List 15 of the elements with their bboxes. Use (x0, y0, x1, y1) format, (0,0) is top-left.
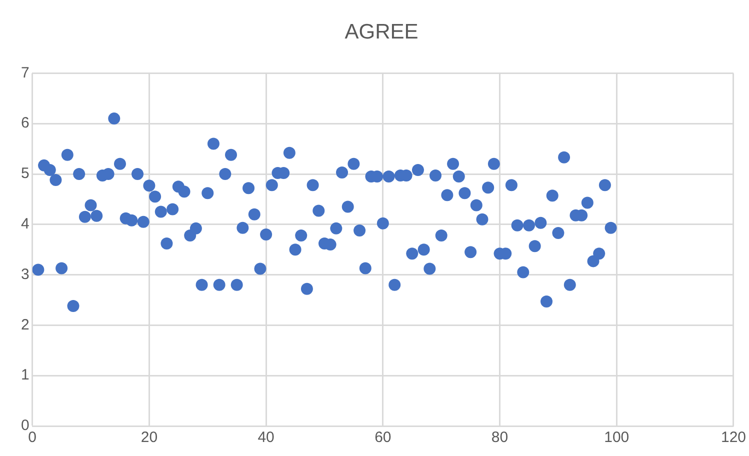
x-tick-label: 20 (140, 429, 158, 446)
y-tick-label: 1 (21, 366, 30, 384)
y-tick-label: 2 (21, 316, 30, 334)
y-tick-label: 4 (21, 216, 30, 233)
x-tick-label: 100 (604, 429, 630, 446)
x-tick-label: 60 (374, 429, 392, 446)
x-tick-label: 80 (491, 429, 508, 446)
x-tick-label: 40 (258, 429, 274, 446)
chart-title: AGREE (344, 20, 418, 44)
y-tick-label: 3 (21, 266, 30, 283)
y-tick-label: 6 (21, 114, 30, 132)
y-tick-label: 0 (21, 417, 30, 434)
y-tick-label: 5 (21, 165, 30, 182)
y-tick-label: 7 (21, 64, 30, 82)
x-tick-label: 120 (720, 429, 746, 446)
